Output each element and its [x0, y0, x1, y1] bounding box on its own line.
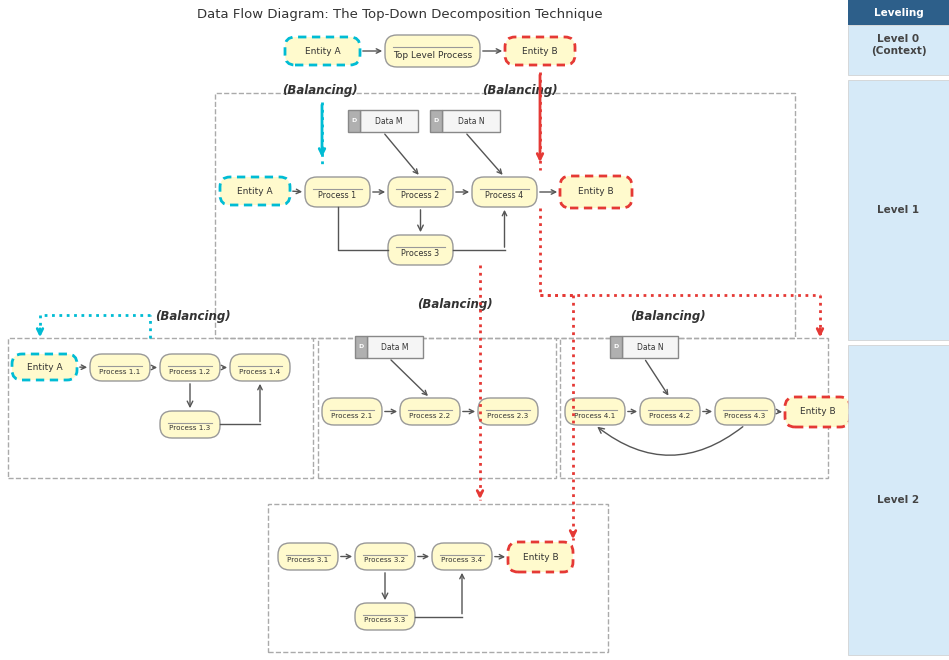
FancyBboxPatch shape — [12, 354, 77, 380]
FancyBboxPatch shape — [160, 411, 220, 438]
FancyBboxPatch shape — [785, 397, 850, 427]
Bar — [318, 338, 556, 478]
Bar — [442, 110, 500, 132]
Text: Level 0
(Context): Level 0 (Context) — [870, 34, 926, 56]
FancyBboxPatch shape — [355, 543, 415, 570]
Bar — [355, 336, 367, 358]
FancyBboxPatch shape — [560, 176, 632, 208]
Text: Leveling: Leveling — [874, 7, 923, 18]
FancyBboxPatch shape — [472, 177, 537, 207]
Text: (Balancing): (Balancing) — [630, 310, 706, 323]
Text: Top Level Process: Top Level Process — [393, 51, 472, 59]
FancyBboxPatch shape — [432, 543, 492, 570]
Text: Entity A: Entity A — [237, 187, 272, 195]
Text: Process 3: Process 3 — [401, 249, 439, 259]
Text: Process 2: Process 2 — [401, 191, 439, 201]
Text: Process 2.3: Process 2.3 — [488, 412, 529, 418]
FancyBboxPatch shape — [715, 398, 775, 425]
FancyBboxPatch shape — [388, 235, 453, 265]
FancyBboxPatch shape — [305, 177, 370, 207]
FancyBboxPatch shape — [385, 35, 480, 67]
Text: Data M: Data M — [375, 117, 402, 125]
FancyBboxPatch shape — [640, 398, 700, 425]
Bar — [430, 110, 442, 132]
FancyBboxPatch shape — [505, 37, 575, 65]
Text: Level 2: Level 2 — [878, 495, 920, 505]
Text: Data Flow Diagram: The Top-Down Decomposition Technique: Data Flow Diagram: The Top-Down Decompos… — [197, 8, 603, 21]
FancyBboxPatch shape — [508, 542, 573, 572]
FancyBboxPatch shape — [478, 398, 538, 425]
FancyBboxPatch shape — [230, 354, 290, 381]
Text: Process 4: Process 4 — [486, 191, 524, 201]
Text: Entity B: Entity B — [522, 46, 558, 55]
Bar — [8, 338, 313, 478]
Text: Data M: Data M — [381, 343, 409, 352]
Bar — [367, 336, 423, 358]
Text: Process 4.3: Process 4.3 — [724, 412, 766, 418]
Text: Entity A: Entity A — [27, 362, 63, 372]
Text: Entity B: Entity B — [800, 407, 835, 416]
FancyBboxPatch shape — [388, 177, 453, 207]
Text: (Balancing): (Balancing) — [482, 84, 558, 97]
Text: Process 1: Process 1 — [319, 191, 357, 201]
Text: (Balancing): (Balancing) — [418, 298, 493, 311]
Text: Level 1: Level 1 — [878, 205, 920, 215]
Text: Process 3.2: Process 3.2 — [364, 558, 405, 564]
Bar — [848, 0, 949, 25]
Text: Process 3.1: Process 3.1 — [288, 558, 328, 564]
Text: Entity A: Entity A — [305, 46, 341, 55]
Bar — [848, 345, 949, 655]
Bar — [622, 336, 678, 358]
Text: Process 4.1: Process 4.1 — [574, 412, 616, 418]
Text: D: D — [434, 119, 438, 123]
FancyBboxPatch shape — [278, 543, 338, 570]
Text: Process 1.2: Process 1.2 — [169, 368, 211, 374]
Text: Process 1.4: Process 1.4 — [239, 368, 281, 374]
Text: Data N: Data N — [457, 117, 484, 125]
Text: Data N: Data N — [637, 343, 663, 352]
Text: Entity B: Entity B — [578, 187, 614, 197]
Bar — [848, 80, 949, 340]
Text: Process 3.3: Process 3.3 — [364, 618, 405, 624]
Text: D: D — [613, 345, 619, 350]
Text: Process 2.2: Process 2.2 — [409, 412, 451, 418]
Text: D: D — [351, 119, 357, 123]
FancyBboxPatch shape — [285, 37, 360, 65]
Text: Process 4.2: Process 4.2 — [649, 412, 691, 418]
Bar — [360, 110, 418, 132]
FancyBboxPatch shape — [355, 603, 415, 630]
Text: (Balancing): (Balancing) — [155, 310, 231, 323]
Text: Entity B: Entity B — [523, 552, 558, 562]
Text: D: D — [359, 345, 363, 350]
Text: Process 3.4: Process 3.4 — [441, 558, 483, 564]
FancyBboxPatch shape — [160, 354, 220, 381]
FancyBboxPatch shape — [90, 354, 150, 381]
FancyBboxPatch shape — [400, 398, 460, 425]
Bar — [848, 25, 949, 75]
FancyBboxPatch shape — [565, 398, 625, 425]
Text: Process 2.1: Process 2.1 — [331, 412, 373, 418]
Text: Process 1.3: Process 1.3 — [169, 426, 211, 432]
Text: Process 1.1: Process 1.1 — [100, 368, 140, 374]
Bar — [610, 336, 622, 358]
Text: (Balancing): (Balancing) — [282, 84, 358, 97]
Bar — [348, 110, 360, 132]
Bar — [215, 93, 795, 338]
Bar — [560, 338, 828, 478]
Bar — [268, 504, 608, 652]
FancyBboxPatch shape — [322, 398, 382, 425]
FancyBboxPatch shape — [220, 177, 290, 205]
